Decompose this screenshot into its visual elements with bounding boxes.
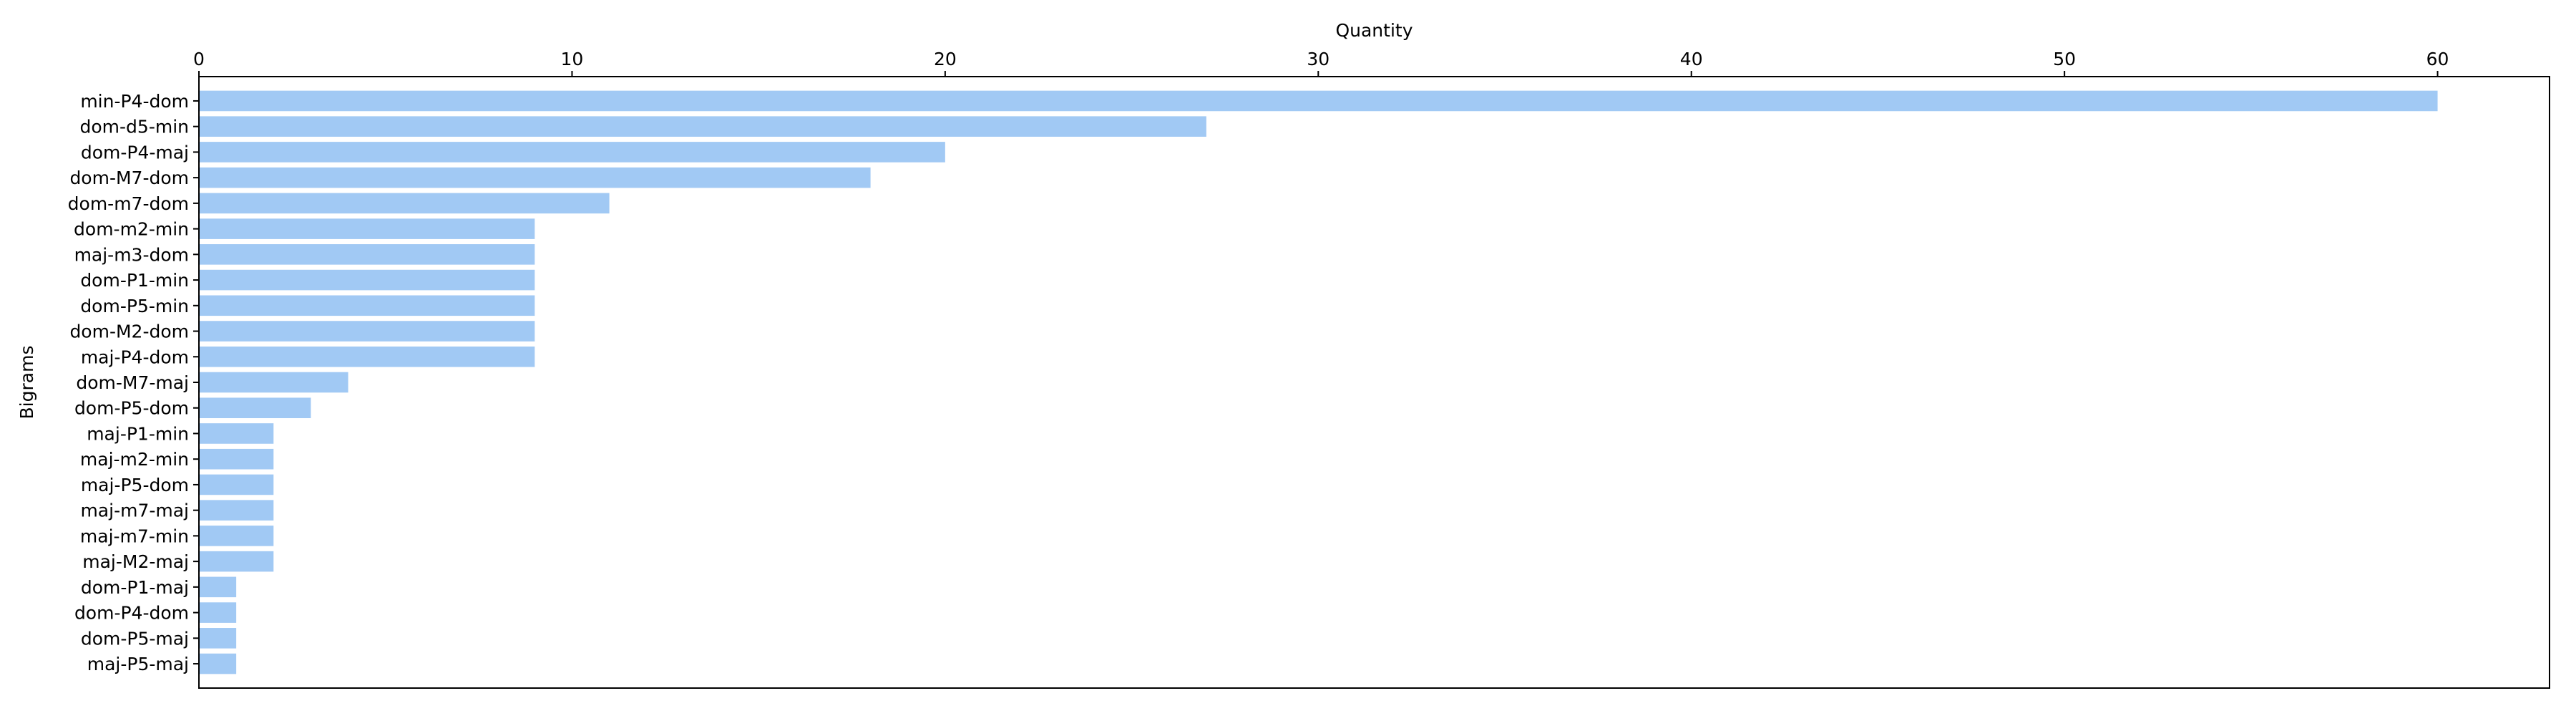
x-tick-label: 20	[934, 49, 957, 69]
bars-group	[199, 90, 2438, 674]
y-tick-label: dom-M7-dom	[69, 168, 189, 188]
bar-dom-M7-maj	[199, 372, 348, 393]
y-tick-label: min-P4-dom	[80, 91, 189, 112]
x-tick-label: 60	[2426, 49, 2449, 69]
x-tick-label: 30	[1307, 49, 1330, 69]
y-tick-label: dom-P4-maj	[81, 142, 189, 163]
y-tick-label: dom-P5-min	[80, 296, 189, 316]
bar-dom-M7-dom	[199, 167, 871, 188]
bar-maj-P1-min	[199, 423, 274, 444]
y-tick-label: dom-P1-maj	[81, 577, 189, 598]
bar-dom-m7-dom	[199, 193, 610, 214]
bar-dom-P1-maj	[199, 576, 237, 598]
bar-dom-m2-min	[199, 218, 535, 239]
y-tick-label: dom-P5-dom	[74, 398, 189, 419]
bar-maj-m7-min	[199, 526, 274, 546]
bar-maj-P5-maj	[199, 653, 237, 674]
y-tick-label: maj-m7-maj	[80, 500, 189, 521]
bar-maj-m7-maj	[199, 500, 274, 521]
x-axis-title: Quantity	[1335, 20, 1413, 41]
plot-frame	[198, 76, 2550, 689]
y-tick-label: maj-P1-min	[87, 423, 189, 444]
y-tick-label: maj-M2-maj	[82, 551, 189, 572]
y-axis-title: Bigrams	[16, 346, 37, 420]
bar-maj-M2-maj	[199, 551, 274, 572]
bar-dom-P5-maj	[199, 628, 237, 649]
bar-dom-M2-dom	[199, 321, 535, 342]
bar-dom-P1-min	[199, 269, 535, 291]
y-tick-label: dom-m2-min	[74, 219, 189, 240]
y-tick-label: maj-P5-maj	[87, 654, 189, 674]
y-tick-label: dom-m7-dom	[68, 193, 189, 214]
y-tick-label: maj-m7-min	[80, 526, 189, 546]
x-tick-label: 40	[1680, 49, 1703, 69]
x-tick-label: 50	[2053, 49, 2076, 69]
y-tick-label: maj-P5-dom	[81, 475, 189, 495]
bar-min-P4-dom	[199, 90, 2438, 112]
x-tick-label: 10	[561, 49, 584, 69]
bar-maj-P5-dom	[199, 474, 274, 495]
bar-maj-P4-dom	[199, 346, 535, 367]
y-tick-label: dom-P1-min	[80, 270, 189, 291]
y-tick-label: maj-m2-min	[80, 449, 189, 470]
x-tick-label: 0	[193, 49, 205, 69]
bar-dom-P5-min	[199, 295, 535, 316]
y-tick-label: dom-M7-maj	[76, 372, 189, 393]
y-tick-label: maj-m3-dom	[74, 244, 189, 265]
bar-dom-P4-dom	[199, 602, 237, 623]
x-axis-ticks: 0 10 20 30 40 50 60	[193, 49, 2449, 77]
bar-dom-d5-min	[199, 116, 1206, 137]
y-tick-label: dom-M2-dom	[69, 321, 189, 342]
y-tick-label: maj-P4-dom	[81, 347, 189, 367]
y-tick-label: dom-P5-maj	[81, 628, 189, 649]
y-tick-label: dom-P4-dom	[74, 603, 189, 624]
bar-dom-P4-maj	[199, 142, 945, 163]
bar-maj-m3-dom	[199, 244, 535, 265]
bar-maj-m2-min	[199, 448, 274, 470]
bar-dom-P5-dom	[199, 397, 311, 419]
y-tick-label: dom-d5-min	[80, 117, 189, 137]
y-axis-ticks: min-P4-dom dom-d5-min dom-P4-maj dom-M7-dom…	[68, 91, 199, 674]
